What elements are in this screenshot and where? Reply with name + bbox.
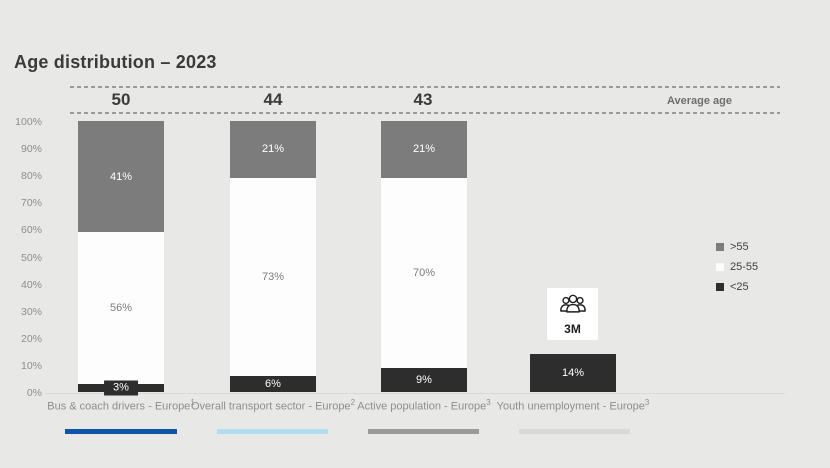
segment-under25: 9% xyxy=(381,367,467,392)
segment-value-label: 21% xyxy=(261,143,285,156)
segment-over55: 21% xyxy=(381,121,467,178)
category-label-bus-coach: Bus & coach drivers - Europe1 xyxy=(36,398,206,413)
average-age-divider-top xyxy=(70,86,780,88)
legend-item-under25: <25 xyxy=(716,281,758,293)
category-underline-active-population xyxy=(368,429,479,434)
segment-value-label: 70% xyxy=(412,266,436,279)
category-label-transport-sector: Overall transport sector - Europe2 xyxy=(188,398,358,413)
segment-under25: 3% xyxy=(78,380,164,396)
x-axis-baseline xyxy=(45,393,785,394)
youth-unemployment-annotation: 3M xyxy=(547,288,598,340)
segment-25-55: 56% xyxy=(78,232,164,384)
y-tick-60: 60% xyxy=(20,224,42,236)
y-tick-20: 20% xyxy=(20,333,42,345)
average-age-label: Average age xyxy=(666,95,732,107)
legend-swatch-25-55 xyxy=(716,263,724,271)
average-age-divider-bottom xyxy=(70,112,780,114)
stacked-bar-bus-coach: 41% 56% 3% xyxy=(78,121,164,396)
footnote-marker: 3 xyxy=(644,398,650,407)
y-tick-100: 100% xyxy=(15,116,42,128)
legend-item-25-55: 25-55 xyxy=(716,261,758,273)
category-label-active-population: Active population - Europe3 xyxy=(339,398,509,413)
y-tick-80: 80% xyxy=(20,170,42,182)
segment-under25: 6% xyxy=(230,375,316,392)
annotation-value: 3M xyxy=(564,322,581,336)
segment-value-label: 21% xyxy=(412,143,436,156)
bar-youth-unemployment: 14% xyxy=(530,121,616,392)
category-underline-youth-unemployment xyxy=(519,429,630,434)
y-tick-0: 0% xyxy=(26,387,42,399)
segment-value-chip: 3% xyxy=(104,380,138,396)
legend-item-over55: >55 xyxy=(716,241,758,253)
category-text: Youth unemployment - Europe xyxy=(496,400,645,413)
y-tick-30: 30% xyxy=(20,306,42,318)
average-age-transport: 44 xyxy=(263,90,283,109)
legend: >55 25-55 <25 xyxy=(716,241,758,301)
category-label-youth-unemployment: Youth unemployment - Europe3 xyxy=(488,398,658,413)
segment-25-55: 70% xyxy=(381,177,467,368)
average-age-bus-coach: 50 xyxy=(111,90,131,109)
segment-over55: 21% xyxy=(230,121,316,178)
segment-value-label: 9% xyxy=(416,373,432,386)
y-tick-70: 70% xyxy=(20,197,42,209)
segment-value-label: 56% xyxy=(109,302,133,314)
footnote-marker: 3 xyxy=(486,398,491,407)
stacked-bar-transport-sector: 21% 73% 6% xyxy=(230,121,316,392)
legend-swatch-over55 xyxy=(716,243,724,251)
segment-value-label: 14% xyxy=(561,367,585,380)
people-group-icon xyxy=(558,292,588,320)
category-text: Overall transport sector - Europe xyxy=(190,400,351,413)
y-tick-40: 40% xyxy=(20,279,42,291)
category-text: Active population - Europe xyxy=(357,400,487,413)
category-underline-bus-coach xyxy=(65,429,177,434)
page-title: Age distribution – 2023 xyxy=(14,52,217,72)
y-tick-50: 50% xyxy=(20,252,42,264)
legend-label: >55 xyxy=(730,241,749,253)
average-age-active-population: 43 xyxy=(413,90,433,109)
segment-value-label: 6% xyxy=(265,377,281,390)
footnote-marker: 1 xyxy=(190,398,195,407)
legend-label: <25 xyxy=(730,281,749,293)
footnote-marker: 2 xyxy=(350,398,356,407)
y-tick-90: 90% xyxy=(20,143,42,155)
legend-swatch-under25 xyxy=(716,283,724,291)
stacked-bar-active-population: 21% 70% 9% xyxy=(381,121,467,392)
category-text: Bus & coach drivers - Europe xyxy=(47,400,191,413)
legend-label: 25-55 xyxy=(730,261,759,273)
segment-under25: 14% xyxy=(530,354,616,392)
segment-value-label: 41% xyxy=(109,170,133,183)
segment-25-55: 73% xyxy=(230,177,316,376)
segment-value-label: 73% xyxy=(261,270,285,283)
y-tick-10: 10% xyxy=(20,360,42,372)
segment-over55: 41% xyxy=(78,121,164,233)
category-underline-transport-sector xyxy=(217,429,328,434)
